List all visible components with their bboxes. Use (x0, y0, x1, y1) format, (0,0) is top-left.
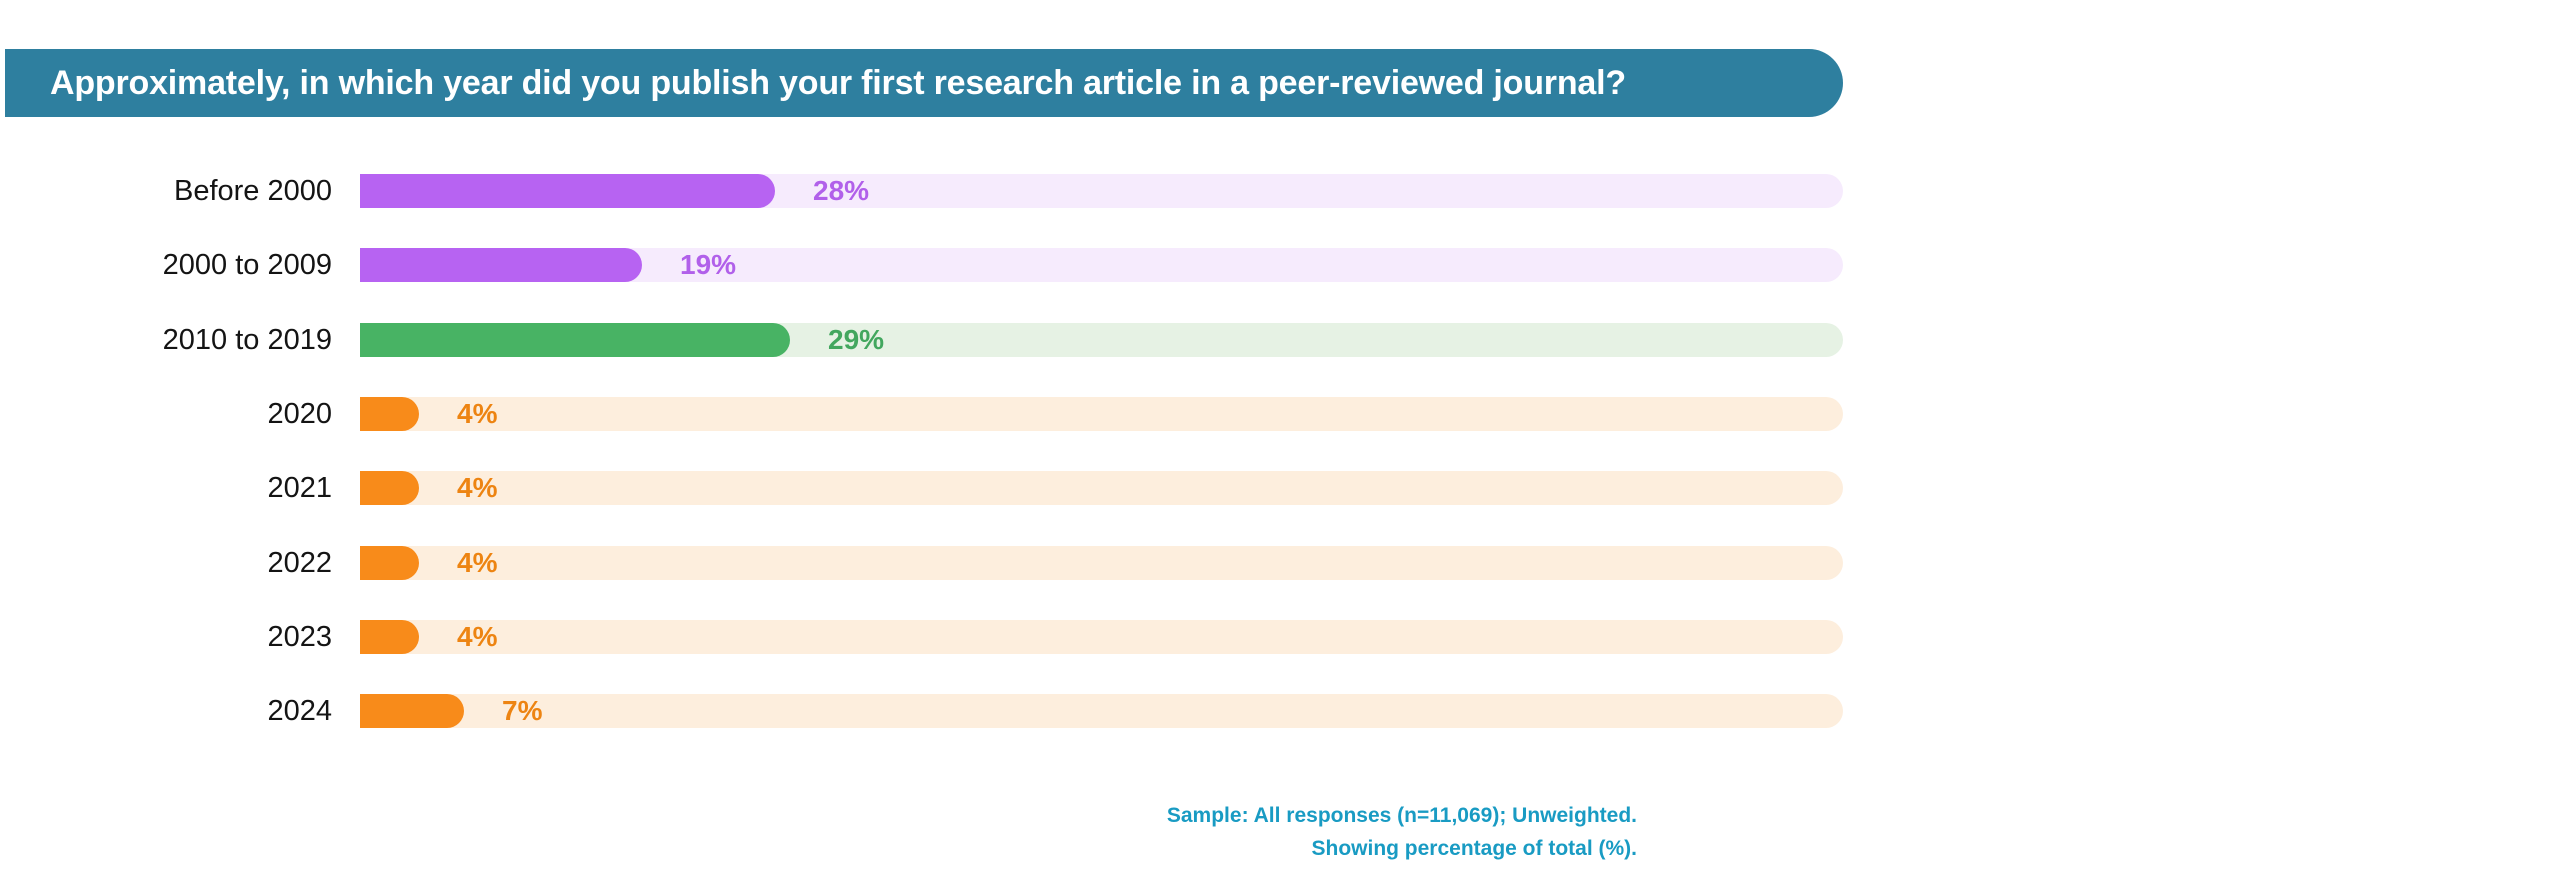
value-label: 4% (457, 547, 498, 578)
chart-row: 2000 to 2009 19% (0, 248, 2560, 282)
category-label: 2020 (267, 398, 332, 430)
chart-title: Approximately, in which year did you pub… (50, 63, 1626, 102)
bar-track (360, 620, 1843, 654)
bar-track (360, 471, 1843, 505)
category-label: 2010 to 2019 (162, 324, 332, 356)
category-label: 2024 (267, 695, 332, 727)
value-label: 4% (457, 398, 498, 429)
footnote-showing-line: Showing percentage of total (%). (1311, 837, 1637, 860)
bar-track (360, 694, 1843, 728)
footnote-sample-line: Sample: All responses (n=11,069); Unweig… (1166, 804, 1637, 827)
chart-row: 2021 4% (0, 471, 2560, 505)
chart-title-banner: Approximately, in which year did you pub… (5, 49, 1843, 117)
bar-track (360, 546, 1843, 580)
bar-fill (360, 174, 775, 208)
category-label: 2023 (267, 621, 332, 653)
value-label: 4% (457, 472, 498, 503)
bar-fill (360, 471, 419, 505)
bar-fill (360, 694, 464, 728)
bar-fill (360, 248, 642, 282)
chart-row: 2024 7% (0, 694, 2560, 728)
chart-row: 2020 4% (0, 397, 2560, 431)
value-label: 29% (828, 324, 885, 355)
value-label: 19% (680, 249, 737, 280)
value-label: 28% (813, 175, 870, 206)
bar-fill (360, 546, 419, 580)
category-label: 2000 to 2009 (162, 249, 332, 281)
chart-footnote: Sample: All responses (n=11,069); Unweig… (1167, 799, 1637, 865)
bar-fill (360, 397, 419, 431)
chart-row: 2022 4% (0, 546, 2560, 580)
bar-fill (360, 323, 790, 357)
bar-track (360, 397, 1843, 431)
chart-row: 2023 4% (0, 620, 2560, 654)
category-label: 2021 (267, 472, 332, 504)
chart-row: Before 2000 28% (0, 174, 2560, 208)
chart-row: 2010 to 2019 29% (0, 323, 2560, 357)
category-label: 2022 (267, 547, 332, 579)
value-label: 4% (457, 621, 498, 652)
value-label: 7% (502, 695, 543, 726)
category-label: Before 2000 (173, 175, 332, 207)
bar-fill (360, 620, 419, 654)
